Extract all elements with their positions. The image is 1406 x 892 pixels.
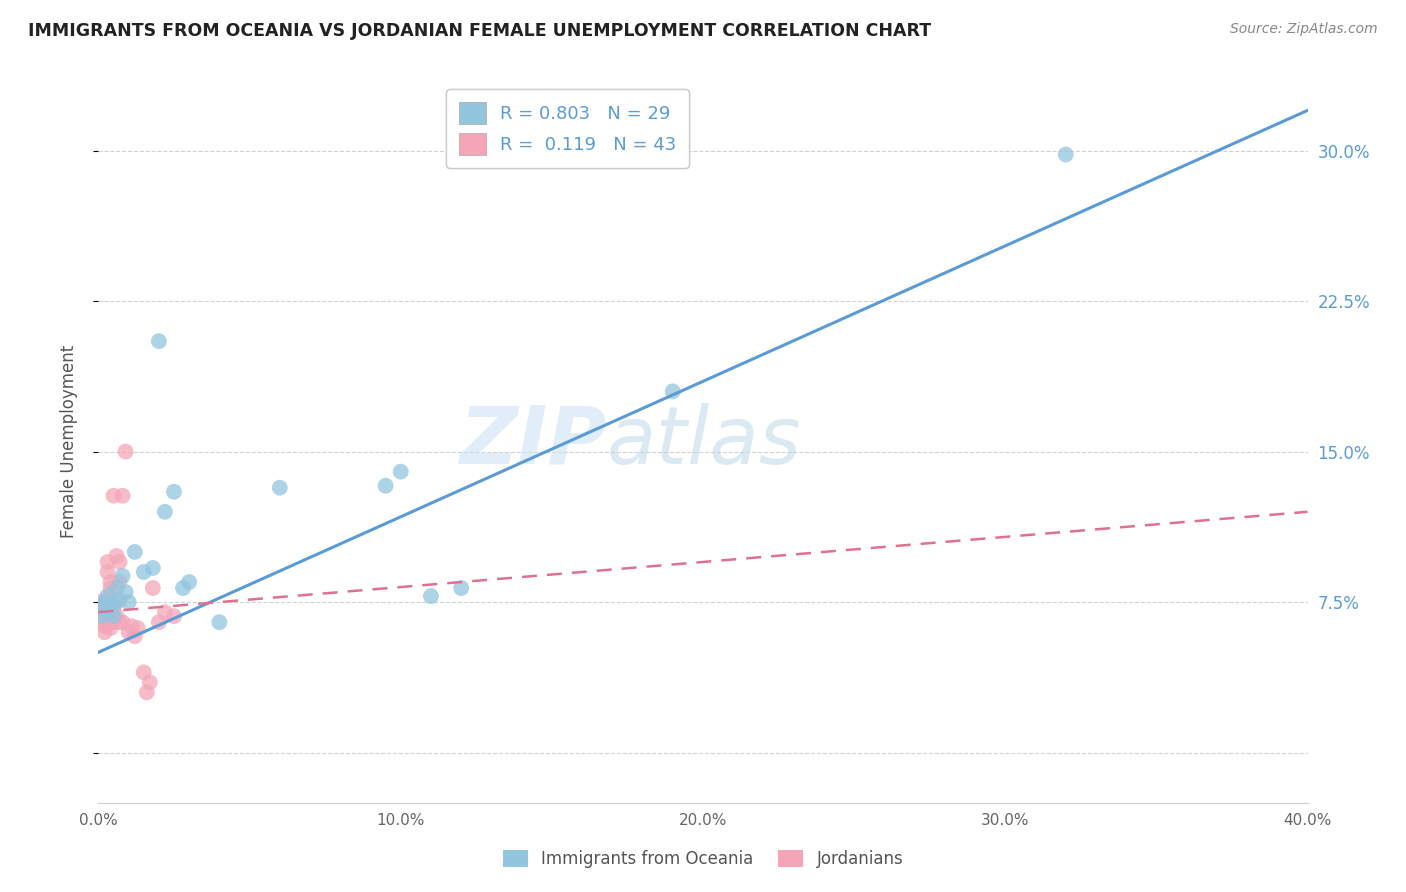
Point (374, 479, 396, 493)
Point (111, 489, 134, 503)
Point (93, 599, 115, 614)
Point (111, 569, 134, 583)
Point (96, 565, 118, 579)
Point (153, 505, 176, 519)
Point (269, 481, 291, 495)
Legend: Immigrants from Oceania, Jordanians: Immigrants from Oceania, Jordanians (496, 843, 910, 875)
Point (124, 545, 146, 559)
Point (90, 615, 112, 630)
Point (105, 609, 128, 624)
Point (172, 581, 194, 595)
Point (179, 575, 201, 590)
Point (105, 595, 128, 609)
Text: IMMIGRANTS FROM OCEANIA VS JORDANIAN FEMALE UNEMPLOYMENT CORRELATION CHART: IMMIGRANTS FROM OCEANIA VS JORDANIAN FEM… (28, 22, 931, 40)
Point (121, 619, 143, 633)
Point (389, 465, 412, 479)
Point (135, 685, 157, 699)
Point (93, 625, 115, 640)
Point (108, 575, 131, 590)
Point (420, 589, 443, 603)
Point (100, 575, 122, 590)
Point (100, 615, 122, 630)
Point (96, 615, 118, 630)
Point (103, 597, 125, 611)
Point (105, 581, 128, 595)
Point (96, 605, 118, 619)
Point (103, 489, 125, 503)
Point (108, 593, 131, 607)
Text: Source: ZipAtlas.com: Source: ZipAtlas.com (1230, 22, 1378, 37)
Point (111, 615, 134, 630)
Point (96, 555, 118, 569)
Point (103, 609, 125, 624)
Text: ZIP: ZIP (458, 402, 606, 481)
Point (103, 601, 125, 615)
Point (142, 561, 165, 575)
Point (100, 581, 122, 595)
Point (93, 619, 115, 633)
Point (90, 605, 112, 619)
Point (93, 593, 115, 607)
Point (108, 615, 131, 630)
Point (100, 621, 122, 635)
Point (93, 601, 115, 615)
Point (114, 444, 136, 458)
Point (1054, 147, 1077, 161)
Y-axis label: Female Unemployment: Female Unemployment (59, 345, 77, 538)
Point (142, 581, 165, 595)
Point (124, 629, 146, 643)
Point (163, 609, 186, 624)
Point (90, 609, 112, 624)
Point (153, 605, 176, 619)
Point (103, 609, 125, 624)
Point (661, 384, 683, 399)
Point (100, 601, 122, 615)
Point (93, 609, 115, 624)
Point (108, 555, 131, 569)
Point (96, 605, 118, 619)
Legend: R = 0.803   N = 29, R =  0.119   N = 43: R = 0.803 N = 29, R = 0.119 N = 43 (446, 89, 689, 168)
Point (132, 665, 155, 680)
Point (118, 595, 141, 609)
Point (114, 585, 136, 599)
Point (148, 334, 170, 349)
Point (100, 609, 122, 624)
Point (148, 615, 170, 630)
Point (127, 621, 149, 635)
Point (450, 581, 472, 595)
Text: atlas: atlas (606, 402, 801, 481)
Point (96, 589, 118, 603)
Point (96, 595, 118, 609)
Point (208, 615, 231, 630)
Point (93, 595, 115, 609)
Point (132, 565, 155, 579)
Point (90, 599, 112, 614)
Point (139, 675, 162, 690)
Point (103, 615, 125, 630)
Point (118, 625, 141, 640)
Point (163, 484, 186, 499)
Point (105, 549, 128, 563)
Point (90, 609, 112, 624)
